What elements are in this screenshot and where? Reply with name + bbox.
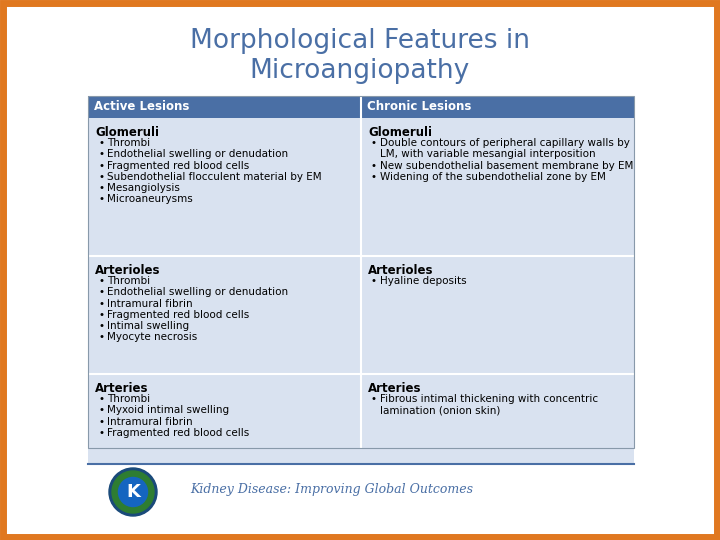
Text: New subendothelial basement membrane by EM: New subendothelial basement membrane by … bbox=[380, 160, 634, 171]
Text: Morphological Features in: Morphological Features in bbox=[190, 28, 530, 54]
Text: •: • bbox=[371, 160, 377, 171]
Text: •: • bbox=[98, 321, 104, 331]
Text: Arterioles: Arterioles bbox=[95, 264, 161, 277]
Bar bbox=[88, 96, 634, 448]
Text: Thrombi: Thrombi bbox=[107, 394, 150, 404]
Text: Glomeruli: Glomeruli bbox=[95, 126, 159, 139]
Text: Arteries: Arteries bbox=[95, 382, 148, 395]
Text: •: • bbox=[371, 138, 377, 148]
Text: Thrombi: Thrombi bbox=[107, 138, 150, 148]
Text: Endothelial swelling or denudation: Endothelial swelling or denudation bbox=[107, 287, 288, 298]
Bar bbox=[361, 374, 634, 464]
Bar bbox=[361, 256, 634, 374]
Text: Double contours of peripheral capillary walls by: Double contours of peripheral capillary … bbox=[380, 138, 630, 148]
Circle shape bbox=[109, 468, 157, 516]
Text: •: • bbox=[98, 150, 104, 159]
Text: Kidney Disease: Improving Global Outcomes: Kidney Disease: Improving Global Outcome… bbox=[190, 483, 473, 496]
Text: Thrombi: Thrombi bbox=[107, 276, 150, 286]
Text: Chronic Lesions: Chronic Lesions bbox=[367, 100, 472, 113]
Text: Microangiopathy: Microangiopathy bbox=[250, 58, 470, 84]
Text: •: • bbox=[98, 416, 104, 427]
Text: LM, with variable mesangial interposition: LM, with variable mesangial interpositio… bbox=[380, 150, 595, 159]
Bar bbox=[88, 374, 361, 464]
Circle shape bbox=[112, 471, 154, 513]
Text: Endothelial swelling or denudation: Endothelial swelling or denudation bbox=[107, 150, 288, 159]
Text: •: • bbox=[371, 276, 377, 286]
Bar bbox=[88, 118, 361, 256]
Text: •: • bbox=[98, 160, 104, 171]
Text: •: • bbox=[98, 310, 104, 320]
Text: •: • bbox=[98, 332, 104, 342]
Bar bbox=[88, 96, 361, 118]
Bar bbox=[361, 96, 634, 118]
Text: •: • bbox=[98, 394, 104, 404]
Text: Arteries: Arteries bbox=[368, 382, 421, 395]
Text: •: • bbox=[98, 172, 104, 182]
Text: •: • bbox=[98, 428, 104, 438]
Text: Subendothelial flocculent material by EM: Subendothelial flocculent material by EM bbox=[107, 172, 322, 182]
Text: •: • bbox=[98, 276, 104, 286]
Text: •: • bbox=[98, 406, 104, 415]
Bar bbox=[88, 256, 361, 374]
Text: Myxoid intimal swelling: Myxoid intimal swelling bbox=[107, 406, 229, 415]
Text: Fragmented red blood cells: Fragmented red blood cells bbox=[107, 428, 249, 438]
Text: Fragmented red blood cells: Fragmented red blood cells bbox=[107, 160, 249, 171]
Text: •: • bbox=[98, 183, 104, 193]
Circle shape bbox=[115, 474, 151, 510]
Text: •: • bbox=[98, 194, 104, 204]
Text: Myocyte necrosis: Myocyte necrosis bbox=[107, 332, 197, 342]
Text: Fragmented red blood cells: Fragmented red blood cells bbox=[107, 310, 249, 320]
Text: Fibrous intimal thickening with concentric: Fibrous intimal thickening with concentr… bbox=[380, 394, 598, 404]
Text: Widening of the subendothelial zone by EM: Widening of the subendothelial zone by E… bbox=[380, 172, 606, 182]
Text: •: • bbox=[98, 299, 104, 308]
Text: Mesangiolysis: Mesangiolysis bbox=[107, 183, 180, 193]
Text: •: • bbox=[98, 138, 104, 148]
Text: •: • bbox=[371, 394, 377, 404]
Text: Intimal swelling: Intimal swelling bbox=[107, 321, 189, 331]
Text: Hyaline deposits: Hyaline deposits bbox=[380, 276, 467, 286]
Text: Intramural fibrin: Intramural fibrin bbox=[107, 416, 193, 427]
Text: Active Lesions: Active Lesions bbox=[94, 100, 189, 113]
Text: Glomeruli: Glomeruli bbox=[368, 126, 432, 139]
Bar bbox=[361, 118, 634, 256]
Text: lamination (onion skin): lamination (onion skin) bbox=[380, 406, 500, 415]
Text: Intramural fibrin: Intramural fibrin bbox=[107, 299, 193, 308]
Text: Arterioles: Arterioles bbox=[368, 264, 433, 277]
Text: Microaneurysms: Microaneurysms bbox=[107, 194, 193, 204]
Text: K: K bbox=[126, 483, 140, 501]
Circle shape bbox=[118, 477, 148, 507]
Text: •: • bbox=[98, 287, 104, 298]
Text: •: • bbox=[371, 172, 377, 182]
